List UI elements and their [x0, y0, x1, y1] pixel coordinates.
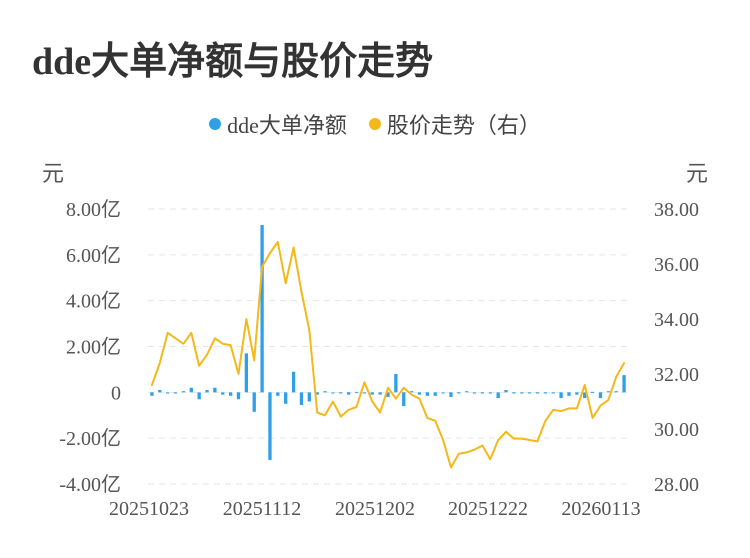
dde-bar — [260, 225, 264, 393]
legend-item-dde[interactable]: dde大单净额 — [209, 108, 347, 140]
dde-bar — [559, 392, 563, 399]
dde-bar — [354, 391, 359, 393]
dde-bar — [606, 391, 610, 393]
dde-bar — [622, 375, 626, 393]
x-tick-label: 20251222 — [448, 498, 528, 520]
left-tick-label: 8.00亿 — [66, 198, 121, 221]
left-axis-unit: 元 — [42, 161, 65, 186]
dde-bar — [362, 392, 367, 394]
left-tick-label: -2.00亿 — [59, 427, 121, 450]
legend: dde大单净额 股价走势（右） — [0, 108, 750, 140]
dde-bar — [291, 371, 296, 393]
legend-marker-price — [368, 118, 381, 130]
dde-bar — [598, 392, 603, 399]
dde-bar — [543, 392, 548, 394]
dde-bar — [173, 392, 178, 394]
dde-bar — [480, 392, 485, 394]
dde-bar — [465, 391, 469, 393]
dde-bar — [323, 391, 327, 393]
dde-bar — [527, 392, 532, 394]
dde-bar — [425, 392, 429, 396]
right-tick-label: 34.00 — [654, 309, 699, 331]
dde-bar — [457, 392, 461, 394]
dde-bar — [583, 392, 587, 399]
dde-bar — [394, 374, 398, 393]
legend-marker-dde — [209, 118, 222, 130]
dde-bar — [197, 392, 201, 400]
dde-bar — [433, 392, 437, 396]
dde-bar — [567, 392, 571, 396]
dde-bar — [284, 392, 288, 404]
dde-bar — [307, 392, 311, 402]
right-tick-label: 30.00 — [654, 419, 699, 441]
dde-bar — [488, 392, 492, 394]
dde-bar — [472, 392, 477, 394]
dde-bar — [228, 392, 233, 396]
dde-bar — [236, 392, 241, 400]
dde-bar — [551, 392, 555, 394]
left-tick-label: 6.00亿 — [66, 244, 121, 267]
dde-bar — [370, 392, 374, 395]
left-tick-label: -4.00亿 — [59, 473, 121, 496]
dde-bar — [315, 392, 319, 395]
dde-bar — [535, 392, 540, 394]
dde-bar — [158, 390, 162, 393]
right-axis-unit: 元 — [685, 161, 708, 186]
dde-bar — [347, 392, 351, 395]
dde-bar — [614, 391, 618, 393]
dde-bar — [221, 392, 225, 395]
dde-bar — [409, 391, 414, 393]
price-line — [150, 241, 626, 469]
dde-bar — [150, 392, 154, 396]
dde-bar — [520, 392, 524, 394]
dde-bar — [166, 392, 170, 394]
x-tick-label: 20251202 — [335, 498, 415, 520]
dde-bar — [244, 353, 249, 393]
right-tick-label: 36.00 — [654, 254, 699, 276]
x-tick-label: 20260113 — [561, 498, 640, 520]
dde-bar — [386, 392, 390, 397]
dde-bar — [590, 391, 595, 393]
dde-bar — [252, 392, 256, 412]
dde-bar — [504, 390, 508, 393]
dde-bar — [441, 392, 445, 394]
dde-bar — [417, 392, 422, 395]
legend-label-price: 股价走势（右） — [386, 113, 541, 138]
x-tick-label: 20251112 — [223, 498, 302, 520]
left-tick-label: 0 — [111, 382, 121, 404]
dde-bar — [339, 392, 343, 394]
legend-item-price[interactable]: 股价走势（右） — [368, 108, 541, 140]
dde-bar — [213, 387, 217, 393]
dde-bar — [449, 392, 453, 397]
right-tick-label: 38.00 — [654, 199, 699, 221]
x-tick-label: 20251023 — [109, 498, 189, 520]
dde-bar — [331, 392, 335, 394]
dde-bar — [496, 392, 500, 399]
right-tick-label: 32.00 — [654, 364, 699, 386]
legend-label-dde: dde大单净额 — [227, 113, 347, 138]
left-tick-label: 2.00亿 — [66, 336, 121, 359]
dde-bar — [189, 387, 193, 393]
dde-bar — [402, 392, 406, 407]
dde-bar — [181, 391, 186, 393]
dde-bar — [512, 392, 516, 394]
dde-bar — [575, 392, 579, 395]
right-tick-label: 28.00 — [654, 474, 699, 496]
chart-title: dde大单净额与股价走势 — [32, 41, 434, 83]
dde-bar — [276, 392, 280, 396]
left-tick-label: 4.00亿 — [66, 290, 121, 313]
dde-bar — [378, 392, 382, 395]
dde-bar — [299, 392, 304, 405]
dde-bar — [205, 390, 209, 393]
dde-bar — [268, 392, 272, 460]
